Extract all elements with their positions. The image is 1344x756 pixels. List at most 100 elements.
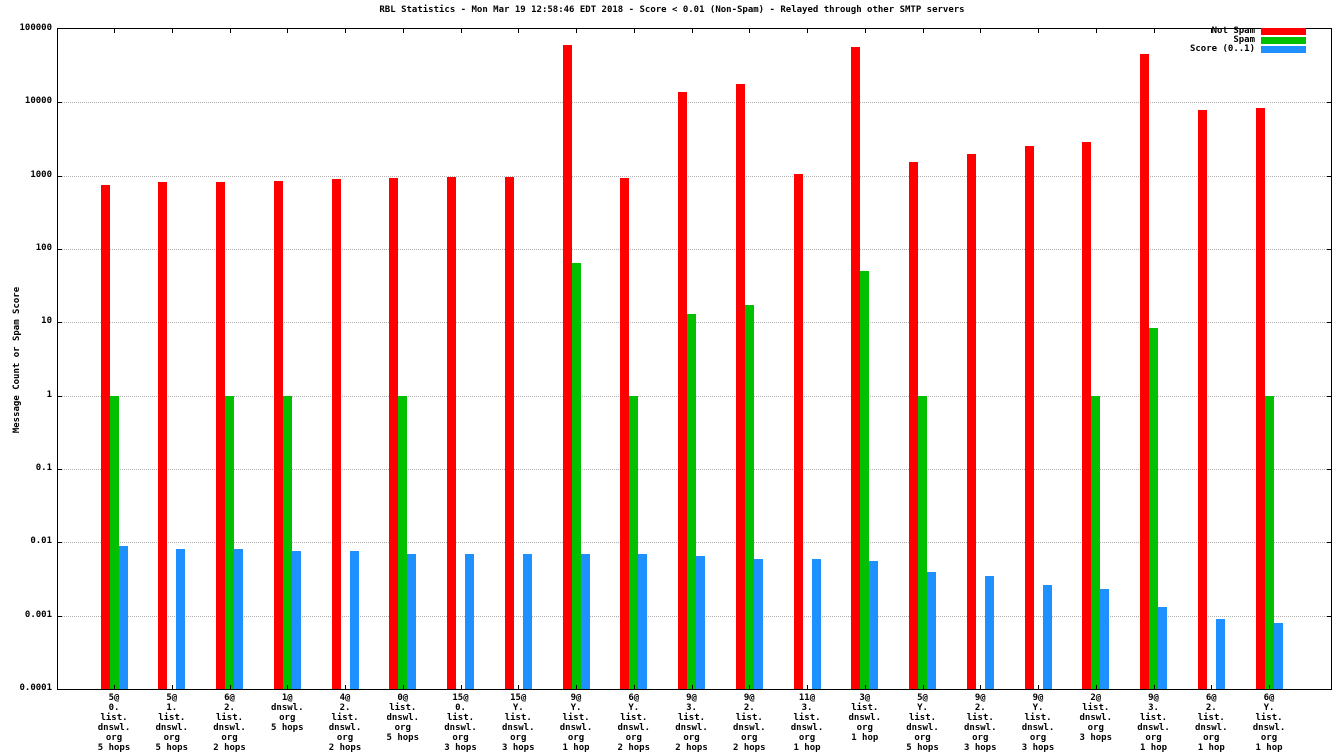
x-tick-label: 9@ 3. list. dnswl. org 1 hop — [1122, 693, 1186, 753]
x-tick-label-line: 5 hops — [386, 733, 419, 743]
x-tick-label-line: list. — [1255, 713, 1283, 723]
x-tick-mark — [864, 29, 866, 33]
bar-spam — [1264, 395, 1274, 689]
bar-spam — [398, 395, 408, 689]
x-tick-label: 6@ 2. list. dnswl. org 1 hop — [1179, 693, 1243, 753]
x-tick-label-line: list. — [1139, 713, 1168, 723]
y-tick-mark — [1327, 322, 1331, 323]
x-tick-label-line: list. — [215, 713, 244, 723]
bar-score-0-1- — [1215, 619, 1225, 689]
x-tick-mark — [518, 685, 520, 689]
bar-spam — [687, 313, 696, 689]
x-tick-mark — [345, 685, 346, 689]
x-tick-mark — [229, 685, 231, 689]
x-tick-label-line: dnswl. — [97, 723, 131, 733]
y-tick-label: 0.0001 — [19, 683, 52, 693]
x-tick-label-line: dnswl. — [270, 703, 304, 713]
bar-not-spam — [1197, 110, 1207, 689]
bar-score-0-1- — [580, 553, 590, 689]
bar-score-0-1- — [984, 575, 994, 689]
x-tick-label-line: 9@ — [743, 693, 755, 703]
x-tick-mark — [171, 685, 173, 689]
x-tick-label: 9@ Y. list. dnswl. org 3 hops — [1006, 693, 1070, 753]
x-tick-label-line: 1 hop — [1139, 743, 1168, 753]
x-tick-label-line: 2. — [1205, 703, 1217, 713]
bar-not-spam — [1140, 53, 1149, 689]
x-tick-label-line: 0. — [108, 703, 120, 713]
x-tick-label-line: 0. — [455, 703, 466, 713]
x-tick-label-line: 9@ — [686, 693, 697, 703]
legend-label: Score (0..1) — [1189, 44, 1255, 54]
x-tick-mark — [1095, 685, 1097, 689]
x-tick-mark — [460, 29, 462, 33]
x-tick-label-line: 5@ — [166, 693, 178, 703]
bar-score-0-1- — [869, 561, 879, 689]
bar-spam — [629, 395, 639, 689]
x-tick-label-line: 5@ — [917, 693, 928, 703]
y-tick-mark — [58, 396, 62, 397]
x-tick-label-line: list. — [389, 703, 417, 713]
x-tick-label-line: org — [105, 733, 123, 743]
x-tick-label-line: dnswl. — [386, 713, 419, 723]
y-tick-label: 0.1 — [35, 463, 52, 473]
bar-spam — [282, 395, 292, 689]
bar-score-0-1- — [1042, 585, 1052, 689]
x-tick-mark — [1211, 685, 1213, 689]
x-tick-label: 15@ 0. list. dnswl. org 3 hops — [429, 693, 493, 753]
x-tick-label-line: 2 hops — [732, 743, 766, 753]
y-tick-mark — [1327, 102, 1331, 103]
x-tick-label: 15@ Y. list. dnswl. org 3 hops — [486, 693, 550, 753]
x-tick-label-line: org — [741, 733, 758, 743]
bar-not-spam — [216, 181, 225, 689]
x-tick-mark — [691, 29, 693, 33]
x-tick-label-line: dnswl. — [1252, 723, 1286, 733]
x-tick-label-line: 3 hops — [1021, 743, 1055, 753]
x-tick-mark — [402, 29, 404, 33]
bar-score-0-1- — [176, 549, 186, 689]
x-tick-label-line: 2 hops — [675, 743, 708, 753]
bar-score-0-1- — [118, 545, 128, 689]
x-tick-label-line: org — [856, 723, 873, 733]
y-tick-mark — [58, 176, 62, 177]
x-tick-label-line: 1@ — [281, 693, 293, 703]
legend-swatch-not-spam — [1261, 28, 1306, 35]
x-tick-label-line: org — [510, 733, 527, 743]
x-tick-mark — [633, 685, 635, 689]
x-tick-label: 9@ 3. list. dnswl. org 2 hops — [660, 693, 724, 753]
y-tick-mark — [58, 616, 62, 617]
bar-not-spam — [389, 177, 399, 689]
bar-not-spam — [447, 177, 456, 689]
x-tick-label-line: 6@ — [1205, 693, 1217, 703]
legend-item: Score (0..1) — [1190, 45, 1306, 54]
x-tick-label-line: 1 hop — [562, 743, 590, 753]
bar-not-spam — [620, 177, 630, 689]
gridline — [58, 176, 1331, 177]
x-tick-label: 5@ 0. list. dnswl. org 5 hops — [82, 693, 146, 753]
x-tick-label-line: org — [1087, 723, 1104, 733]
legend-swatch-spam — [1261, 37, 1306, 44]
x-tick-label-line: 3. — [686, 703, 697, 713]
x-tick-label-line: dnswl. — [444, 723, 477, 733]
x-tick-label-line: dnswl. — [1021, 723, 1055, 733]
x-tick-mark — [576, 29, 577, 33]
x-tick-label-line: dnswl. — [906, 723, 939, 733]
x-tick-label-line: 1 hop — [793, 743, 821, 753]
y-tick-mark — [1327, 249, 1331, 250]
y-tick-label: 0.001 — [24, 610, 52, 620]
x-tick-label-line: 1. — [166, 703, 178, 713]
x-tick-mark — [1269, 685, 1270, 689]
x-tick-label-line: 1 hop — [851, 733, 879, 743]
x-tick-label-line: list. — [504, 713, 532, 723]
x-tick-label-line: Y. — [1263, 703, 1275, 713]
x-tick-label: 6@ Y. list. dnswl. org 2 hops — [602, 693, 666, 753]
x-tick-mark — [633, 29, 635, 33]
x-tick-label-line: list. — [562, 713, 590, 723]
x-tick-mark — [1153, 29, 1155, 33]
bar-score-0-1- — [1158, 607, 1167, 689]
x-tick-label-line: org — [567, 733, 585, 743]
x-tick-label-line: org — [336, 733, 354, 743]
x-tick-mark — [1095, 29, 1097, 33]
x-tick-mark — [807, 685, 808, 689]
bar-score-0-1- — [234, 549, 243, 689]
